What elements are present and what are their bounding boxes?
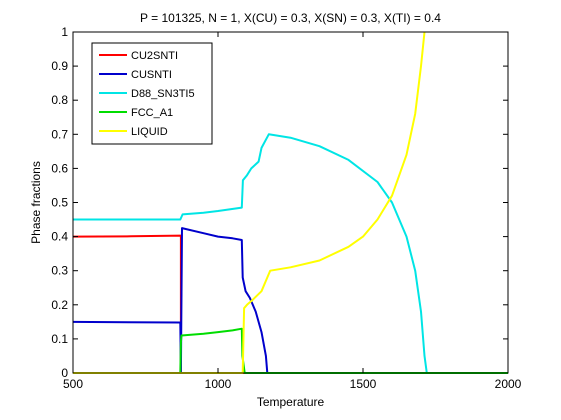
x-tick-label: 1500 — [350, 377, 377, 391]
series-line-liquid — [73, 31, 426, 374]
y-tick-label: 0.8 — [51, 93, 68, 107]
series-line-cusnti — [72, 227, 508, 374]
x-axis-label: Temperature — [257, 395, 325, 409]
y-tick-label: 0.2 — [51, 298, 68, 312]
y-tick-label: 1 — [61, 25, 68, 39]
x-tick-label: 2000 — [495, 377, 522, 391]
y-tick-label: 0.4 — [51, 230, 68, 244]
ticks-layer: 500 1000 1500 2000 0 0.1 0.2 0.3 0.4 0.5 0.6 0.7 0.8… — [51, 25, 521, 391]
legend-label-d88-sn3ti5: D88_SN3TI5 — [131, 88, 195, 100]
legend-label-fcc-a1: FCC_A1 — [131, 107, 173, 119]
y-tick-label: 0.5 — [51, 196, 68, 210]
y-tick-label: 0.7 — [51, 127, 68, 141]
legend-label-liquid: LIQUID — [131, 126, 168, 138]
chart-title: P = 101325, N = 1, X(CU) = 0.3, X(SN) = … — [140, 11, 441, 25]
y-tick-label: 0 — [61, 366, 68, 380]
legend-label-cu2snti: CU2SNTI — [131, 50, 178, 62]
x-tick-label: 1000 — [205, 377, 232, 391]
x-tick-label: 500 — [63, 377, 83, 391]
series-line-d88-sn3ti5 — [73, 133, 508, 374]
y-tick-label: 0.9 — [51, 59, 68, 73]
y-axis-label: Phase fractions — [29, 161, 43, 244]
legend: CU2SNTI CUSNTI D88_SN3TI5 FCC_A1 LIQUID — [91, 42, 213, 145]
legend-label-cusnti: CUSNTI — [131, 69, 172, 81]
y-tick-label: 0.6 — [51, 161, 68, 175]
y-tick-label: 0.1 — [51, 332, 68, 346]
y-tick-label: 0.3 — [51, 264, 68, 278]
